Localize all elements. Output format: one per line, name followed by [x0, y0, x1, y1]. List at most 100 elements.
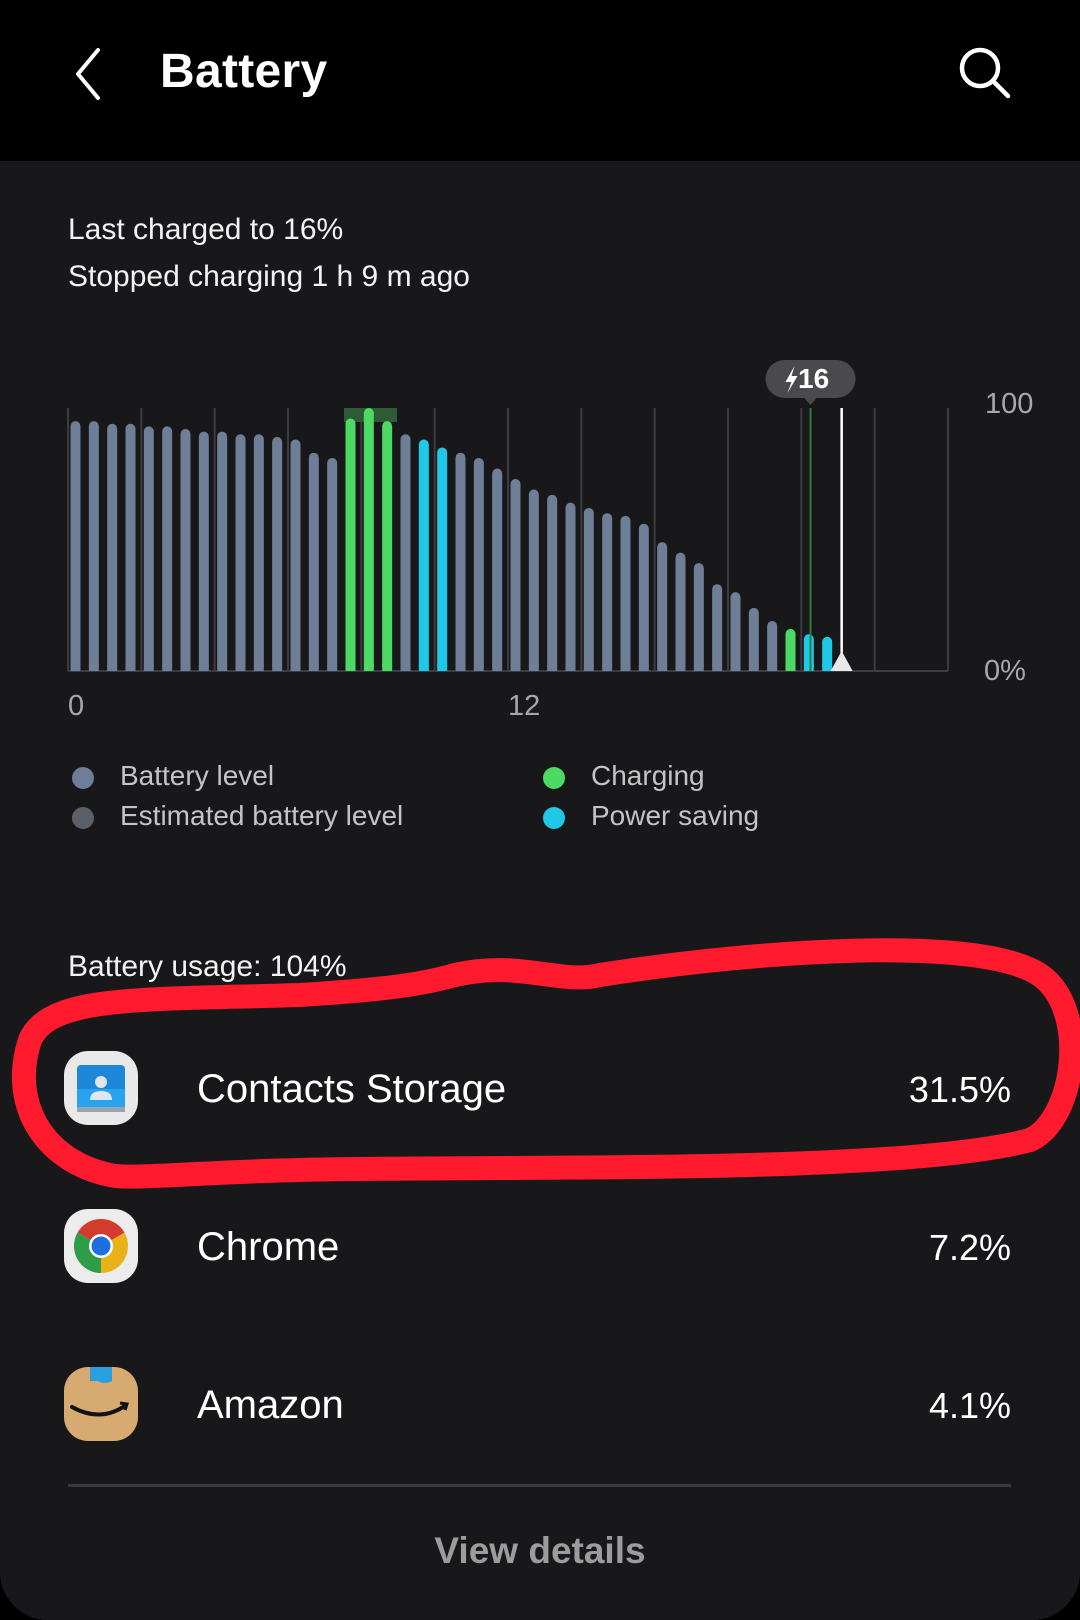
- x-tick-12: 12: [508, 690, 541, 722]
- bar-8: [217, 431, 228, 671]
- legend-dot: [72, 767, 94, 789]
- bar-base-2: [107, 665, 118, 671]
- bar-base-35: [712, 665, 723, 671]
- legend-estimated: Estimated battery level: [72, 800, 403, 832]
- app-bar: Battery: [0, 0, 1080, 161]
- bar-base-36: [730, 665, 741, 671]
- bar-base-0: [70, 665, 81, 671]
- bar-base-3: [125, 665, 136, 671]
- bar-base-31: [638, 665, 649, 671]
- app-percent: 31.5%: [908, 1069, 1011, 1110]
- app-name: Amazon: [197, 1383, 344, 1427]
- bar-0: [70, 421, 81, 671]
- bar-base-27: [565, 665, 576, 671]
- bar-28: [583, 507, 594, 671]
- bar-base-4: [143, 665, 154, 671]
- bar-base-12: [290, 665, 301, 671]
- bar-22: [473, 457, 484, 671]
- chevron-left-icon[interactable]: [66, 44, 116, 104]
- bar-base-39: [785, 665, 796, 671]
- battery-chart[interactable]: [0, 350, 1080, 690]
- bar-base-14: [327, 665, 338, 671]
- bar-34: [693, 563, 704, 671]
- bar-base-15: [345, 665, 356, 671]
- view-details-button[interactable]: View details: [434, 1530, 646, 1571]
- search-icon[interactable]: [956, 44, 1014, 102]
- bar-base-34: [693, 665, 704, 671]
- legend-power-saving: Power saving: [543, 800, 759, 832]
- bar-9: [235, 434, 246, 671]
- bar-38: [767, 621, 778, 671]
- bar-20: [437, 447, 448, 671]
- bar-base-18: [400, 665, 411, 671]
- stopped-charging-text: Stopped charging 1 h 9 m ago: [68, 260, 470, 293]
- battery-usage-label: Battery usage: 104%: [68, 950, 347, 983]
- bar-base-5: [162, 665, 173, 671]
- app-percent: 7.2%: [928, 1227, 1011, 1268]
- bar-27: [565, 502, 576, 671]
- bar-base-22: [473, 665, 484, 671]
- app-row-chrome[interactable]: Chrome 7.2%: [0, 1191, 1080, 1301]
- bar-31: [638, 523, 649, 671]
- app-percent: 4.1%: [928, 1385, 1011, 1426]
- legend-dot: [543, 767, 565, 789]
- bar-base-24: [510, 665, 521, 671]
- bar-1: [88, 421, 99, 671]
- bar-base-32: [657, 665, 668, 671]
- bar-6: [180, 429, 191, 671]
- last-charged-text: Last charged to 16%: [68, 213, 344, 246]
- bar-base-25: [528, 665, 539, 671]
- bar-41: [822, 636, 833, 671]
- bar-base-29: [602, 665, 613, 671]
- bar-base-13: [308, 665, 319, 671]
- bar-35: [712, 584, 723, 671]
- bar-32: [657, 542, 668, 671]
- bar-33: [675, 552, 686, 671]
- bar-37: [748, 607, 759, 671]
- legend-dot: [543, 807, 565, 829]
- bar-2: [107, 423, 118, 671]
- legend-battery-level: Battery level: [72, 760, 274, 792]
- bar-base-16: [363, 665, 374, 671]
- bar-base-37: [748, 665, 759, 671]
- legend-charging: Charging: [543, 760, 705, 792]
- bar-18: [400, 434, 411, 671]
- bar-16: [363, 408, 374, 671]
- bar-11: [272, 436, 283, 671]
- app-row-contacts-storage[interactable]: Contacts Storage 31.5%: [0, 1033, 1080, 1143]
- tooltip-value: 16: [798, 363, 830, 394]
- bar-26: [547, 494, 558, 671]
- bar-base-17: [382, 665, 393, 671]
- y-label-max: 100: [985, 388, 1034, 420]
- bar-17: [382, 421, 393, 671]
- bar-15: [345, 418, 356, 671]
- bar-base-20: [437, 665, 448, 671]
- page-title: Battery: [160, 45, 328, 98]
- bar-base-23: [492, 665, 503, 671]
- bar-24: [510, 479, 521, 671]
- bar-base-33: [675, 665, 686, 671]
- current-time-marker: [830, 651, 853, 671]
- amazon-icon: [64, 1367, 138, 1441]
- legend-dot: [72, 807, 94, 829]
- bar-4: [143, 426, 154, 671]
- bar-base-28: [583, 665, 594, 671]
- bar-30: [620, 515, 631, 671]
- app-row-amazon[interactable]: Amazon 4.1%: [0, 1349, 1080, 1459]
- app-name: Chrome: [197, 1225, 340, 1269]
- bar-base-11: [272, 665, 283, 671]
- bar-7: [198, 431, 209, 671]
- bar-29: [602, 513, 613, 671]
- bar-base-30: [620, 665, 631, 671]
- bar-25: [528, 489, 539, 671]
- bar-5: [162, 426, 173, 671]
- bar-base-9: [235, 665, 246, 671]
- bar-base-8: [217, 665, 228, 671]
- x-tick-0: 0: [68, 690, 85, 722]
- bar-base-6: [180, 665, 191, 671]
- bar-base-10: [253, 665, 264, 671]
- bar-19: [418, 439, 429, 671]
- tooltip-pointer: [803, 397, 818, 405]
- bar-base-21: [455, 665, 466, 671]
- bar-base-19: [418, 665, 429, 671]
